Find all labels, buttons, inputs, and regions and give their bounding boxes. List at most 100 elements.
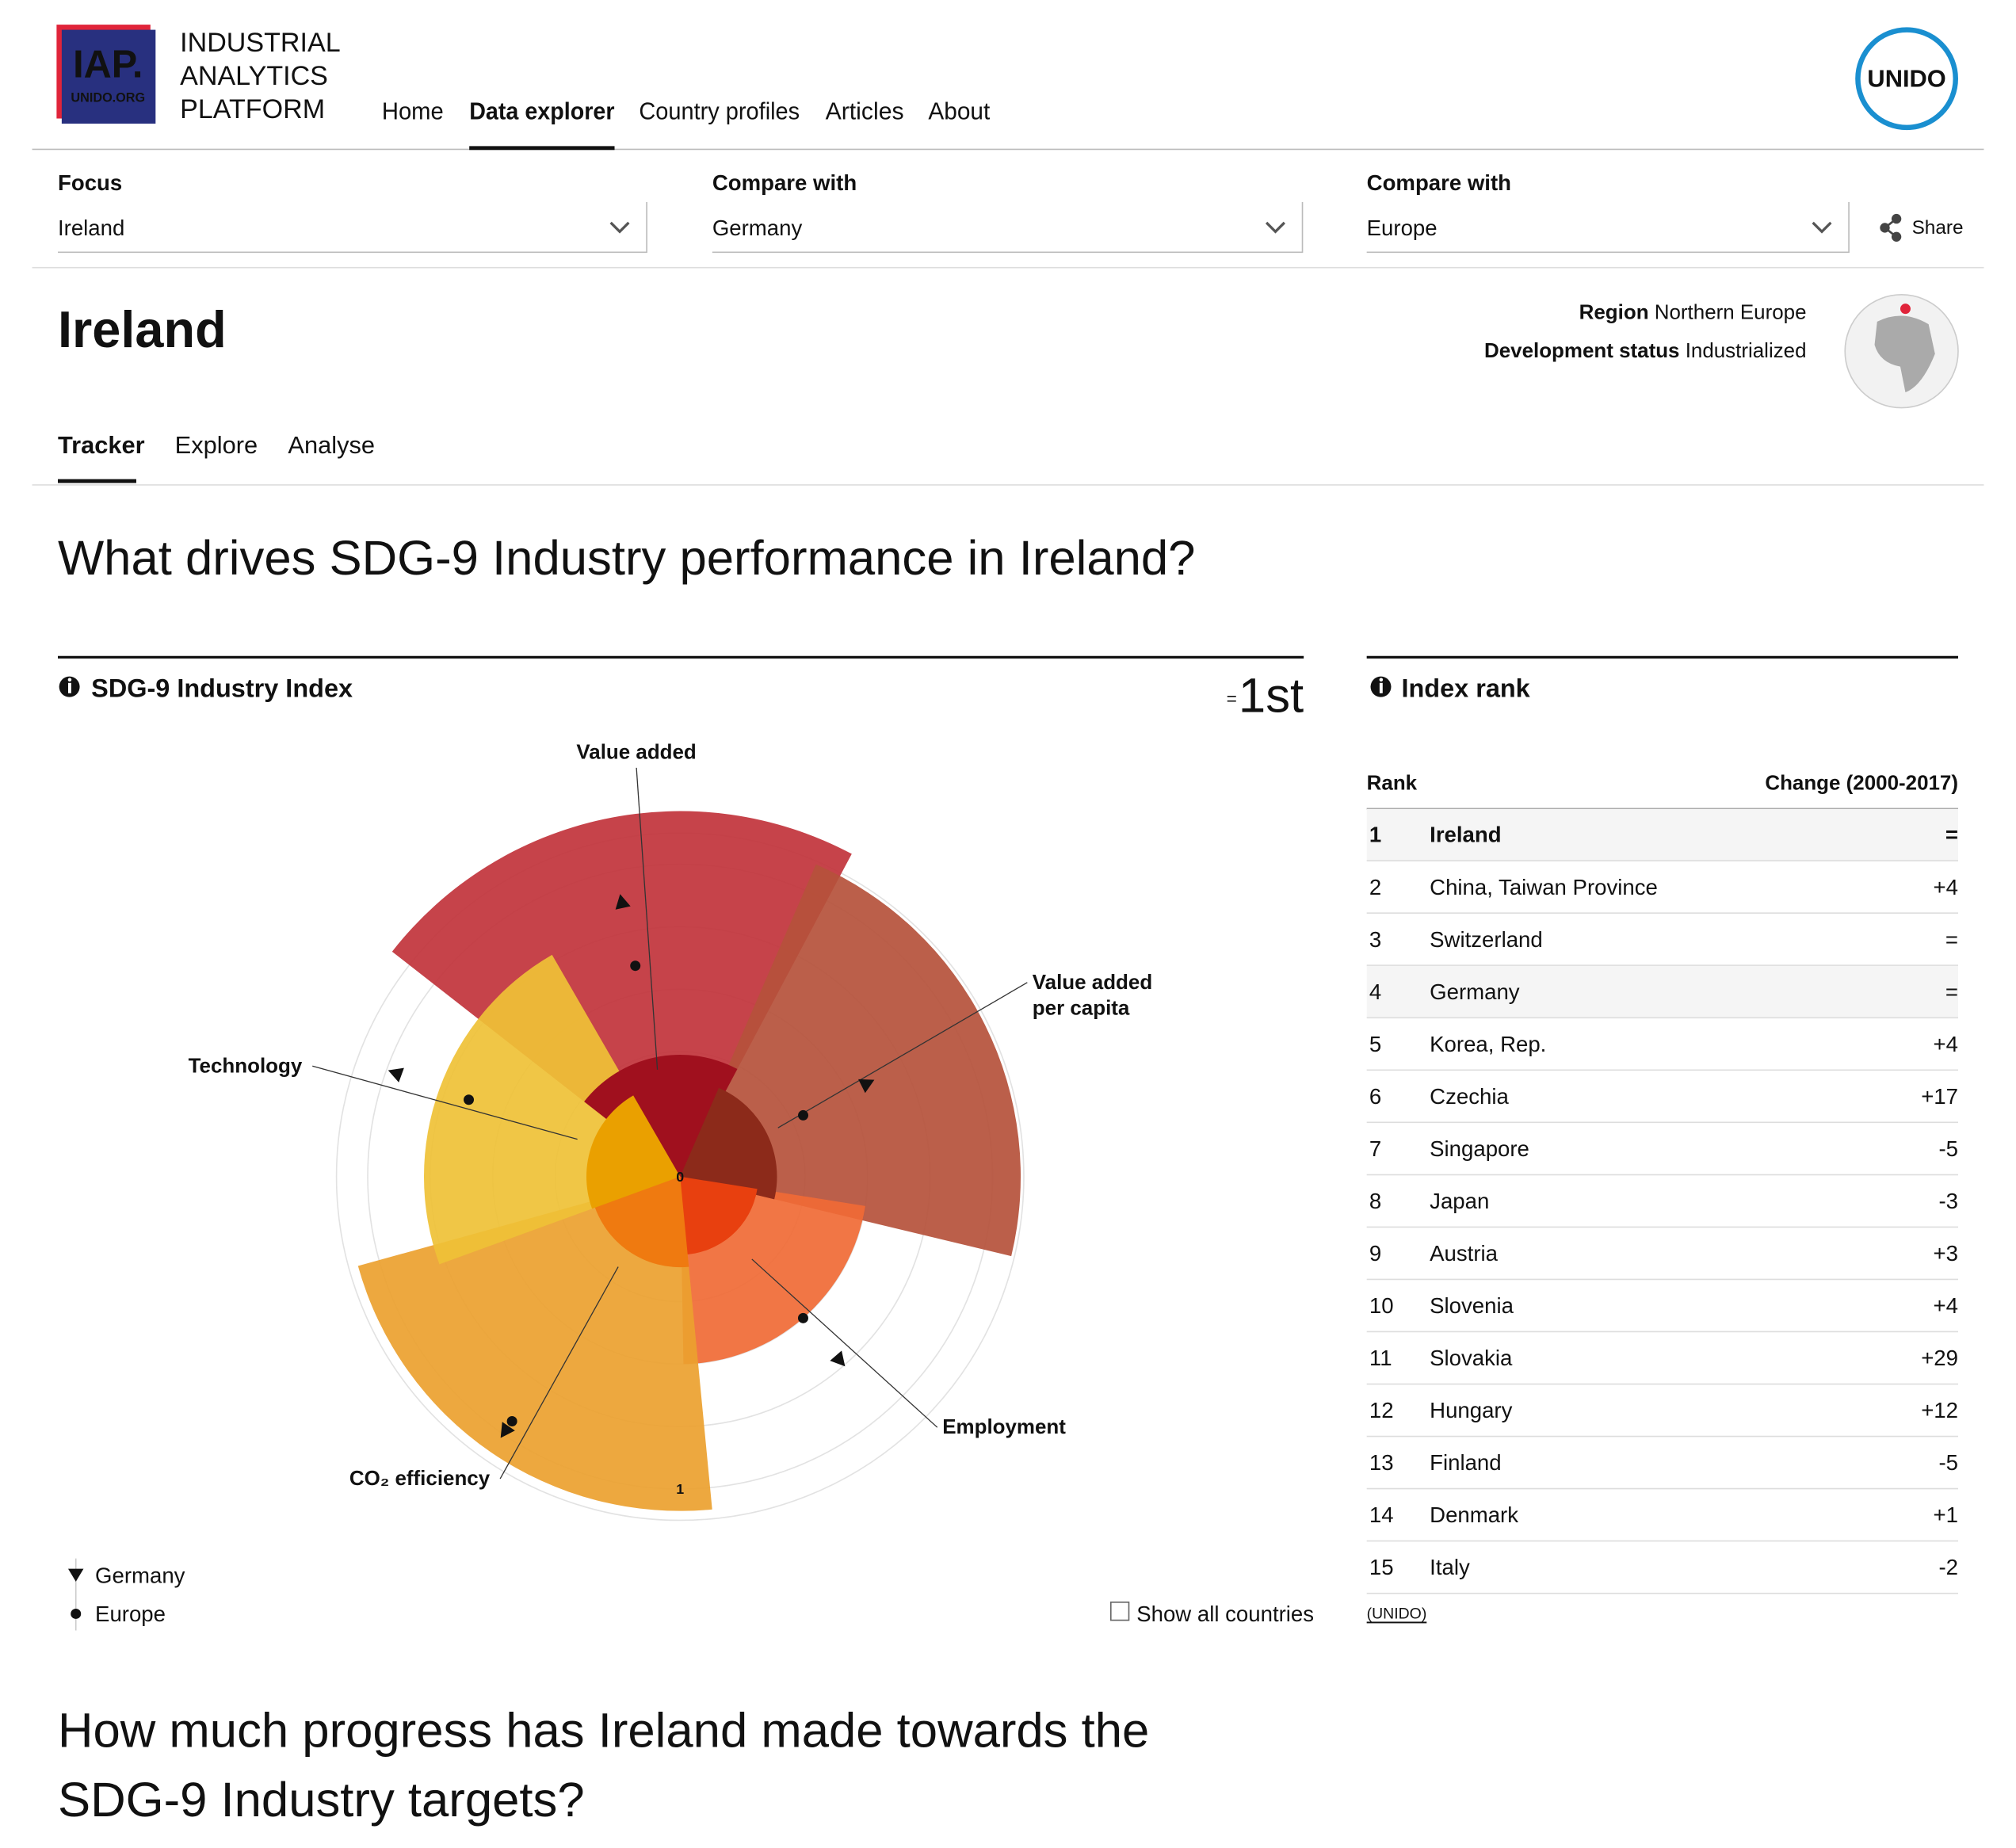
country-name-cell[interactable]: Ireland — [1430, 823, 1501, 847]
rank-number: 7 — [1369, 1136, 1381, 1161]
logo-front[interactable] — [61, 29, 156, 124]
rank-change: = — [1227, 688, 1237, 708]
europe-marker — [797, 1312, 808, 1323]
fact-spacer — [1649, 302, 1655, 324]
country-name-cell[interactable]: Germany — [1430, 979, 1520, 1004]
globe-land — [1874, 315, 1935, 393]
row-highlight — [1366, 965, 1958, 1018]
org-emblem — [1855, 27, 1958, 131]
nav-link[interactable]: Data explorer — [469, 97, 614, 124]
selector-value[interactable]: Germany — [712, 216, 803, 240]
category-label: CO₂ efficiency — [349, 1468, 491, 1490]
rank-number: 13 — [1369, 1450, 1394, 1475]
country-name-cell[interactable]: Austria — [1430, 1241, 1498, 1266]
country-name-cell[interactable]: Switzerland — [1430, 927, 1543, 952]
rank-number: 4 — [1369, 979, 1381, 1004]
country-name: Ireland — [58, 300, 227, 358]
rank-change-cell: = — [1945, 979, 1958, 1004]
europe-marker — [630, 960, 641, 972]
row-highlight — [1366, 808, 1958, 861]
share-button[interactable]: Share — [1912, 217, 1964, 239]
fact-key: Region — [1579, 302, 1649, 324]
country-name-cell[interactable]: Hungary — [1430, 1398, 1512, 1422]
inner-sector — [680, 1087, 777, 1200]
platform-name: INDUSTRIAL — [180, 28, 341, 58]
checkbox[interactable] — [1109, 1602, 1130, 1621]
tab[interactable]: Analyse — [288, 431, 375, 459]
info-icon[interactable] — [59, 676, 80, 697]
category-label: Technology — [189, 1055, 303, 1077]
rank-number: 11 — [1369, 1346, 1392, 1370]
rank-change-cell: -5 — [1938, 1136, 1958, 1161]
source-link[interactable]: (UNIDO) — [1367, 1605, 1427, 1622]
country-name-cell[interactable]: Korea, Rep. — [1430, 1032, 1546, 1056]
selector-label: Compare with — [1367, 170, 1511, 195]
leader-line — [636, 767, 659, 1070]
nav-link[interactable]: Country profiles — [639, 97, 800, 124]
selector-label: Focus — [58, 170, 122, 195]
country-fact: Region Northern Europe — [1579, 302, 1807, 324]
nav-link[interactable]: Home — [382, 97, 444, 124]
panel-title: SDG-9 Industry Index — [91, 674, 353, 702]
nav-link[interactable]: Articles — [826, 97, 904, 124]
country-name-cell[interactable]: Czechia — [1430, 1084, 1509, 1109]
legend-marker — [71, 1608, 82, 1619]
country-name-cell[interactable]: Japan — [1430, 1189, 1489, 1213]
rank-change-cell: = — [1945, 823, 1958, 847]
rank-number: 10 — [1369, 1293, 1394, 1318]
rank-change-cell: +4 — [1934, 875, 1958, 899]
rank-number: 3 — [1369, 927, 1381, 952]
info-icon[interactable] — [1370, 676, 1392, 697]
europe-marker — [464, 1094, 475, 1105]
tab[interactable]: Explore — [175, 431, 258, 459]
selector-value[interactable]: Europe — [1367, 216, 1438, 240]
logo-sub[interactable]: UNIDO.ORG — [71, 91, 145, 105]
section-heading: SDG-9 Industry targets? — [58, 1773, 585, 1827]
rank-change-cell: +4 — [1934, 1293, 1958, 1318]
section-heading: What drives SDG-9 Industry performance i… — [58, 531, 1195, 586]
country-name-cell[interactable]: Slovakia — [1430, 1346, 1513, 1370]
legend-marker — [67, 1568, 84, 1582]
inner-sector — [584, 1055, 738, 1177]
rank-change-cell: -5 — [1938, 1450, 1958, 1475]
leader-line — [751, 1258, 938, 1428]
germany-marker — [830, 1350, 846, 1367]
fact-spacer — [1679, 340, 1685, 362]
rank-change-cell: = — [1945, 927, 1958, 952]
selector-value[interactable]: Ireland — [58, 216, 124, 240]
column-header: Change (2000-2017) — [1765, 772, 1958, 794]
rank-value: 1st — [1239, 669, 1304, 724]
country-name-cell[interactable]: Slovenia — [1430, 1293, 1514, 1318]
chevrons[interactable] — [609, 221, 1832, 234]
category-label: Value added — [1033, 972, 1152, 994]
logo-mark[interactable]: IAP. — [73, 43, 143, 86]
checkbox-label[interactable]: Show all countries — [1136, 1602, 1314, 1626]
legend-label: Europe — [95, 1602, 166, 1626]
rank-number: 6 — [1369, 1084, 1381, 1109]
country-name-cell[interactable]: Finland — [1430, 1450, 1501, 1475]
germany-marker — [388, 1067, 404, 1082]
country-fact: Development status Industrialized — [1484, 340, 1807, 362]
germany-marker — [500, 1422, 515, 1438]
fact-value: Northern Europe — [1655, 302, 1807, 324]
rank-number: 9 — [1369, 1241, 1381, 1266]
country-name-cell[interactable]: Italy — [1430, 1555, 1470, 1579]
europe-marker — [798, 1109, 809, 1121]
tab[interactable]: Tracker — [58, 431, 145, 459]
inner-sector — [586, 1095, 681, 1209]
share-icon[interactable] — [1880, 213, 1902, 242]
selector-label: Compare with — [712, 170, 857, 195]
category-label: per capita — [1033, 997, 1130, 1019]
nav-link[interactable]: About — [928, 97, 990, 124]
country-name-cell[interactable]: Denmark — [1430, 1502, 1518, 1527]
category-label: Employment — [942, 1416, 1066, 1438]
inner-sector — [680, 1176, 758, 1255]
legend-label: Germany — [95, 1563, 185, 1587]
country-name-cell[interactable]: China, Taiwan Province — [1430, 875, 1658, 899]
country-name-cell[interactable]: Singapore — [1430, 1136, 1529, 1161]
axis-tick-label: 1 — [676, 1481, 684, 1497]
rank-change-cell: +17 — [1921, 1084, 1958, 1109]
platform-name: ANALYTICS — [180, 61, 328, 91]
